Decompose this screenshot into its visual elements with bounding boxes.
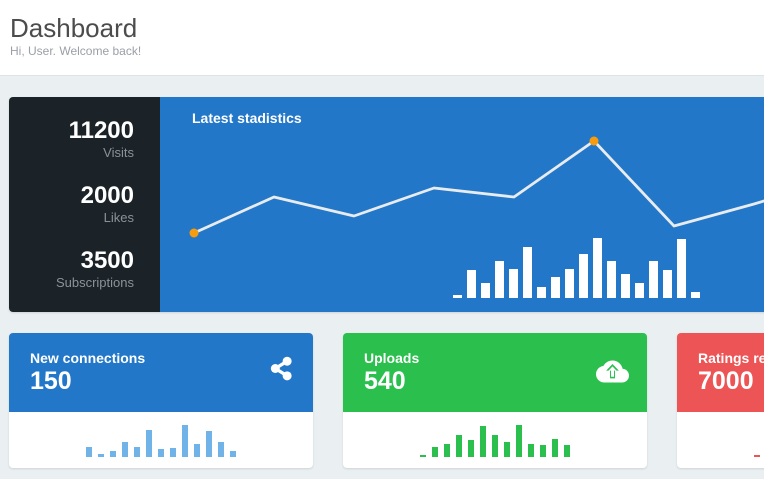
- uploads-mini-chart: [343, 412, 647, 468]
- bar: [579, 254, 588, 298]
- line-point-highlight: [589, 136, 599, 146]
- bar: [170, 448, 176, 457]
- card-value: 150: [30, 367, 72, 395]
- stats-bar-chart: [453, 238, 700, 298]
- visits-label: Visits: [103, 145, 134, 160]
- bar: [537, 287, 546, 298]
- card-title: Uploads: [364, 350, 420, 366]
- stat-likes: 2000 Likes: [9, 183, 134, 226]
- page-title: Dashboard: [10, 13, 138, 43]
- bar: [480, 426, 486, 457]
- bar: [122, 442, 128, 457]
- card-value: 540: [364, 367, 406, 395]
- bar: [492, 435, 498, 457]
- bar: [495, 261, 504, 298]
- bar: [621, 274, 630, 298]
- card-ratings: Ratings received 7000: [677, 333, 764, 468]
- new-connections-mini-chart: [9, 412, 313, 468]
- bar: [98, 454, 104, 457]
- bar: [540, 445, 546, 457]
- statistics-panel: 11200 Visits 2000 Likes 3500 Subscriptio…: [9, 97, 764, 312]
- bar: [551, 277, 560, 298]
- line-point-highlight: [189, 228, 199, 238]
- bar: [194, 444, 200, 457]
- line-series: [193, 139, 764, 235]
- card-new-connections: New connections 150: [9, 333, 313, 468]
- bar: [564, 445, 570, 457]
- bar: [467, 270, 476, 298]
- bar: [146, 430, 152, 457]
- cloud-upload-icon: [596, 355, 629, 393]
- stat-cards-row: New connections 150: [9, 333, 764, 468]
- card-value: 7000: [698, 367, 754, 395]
- bar: [528, 444, 534, 457]
- bar: [691, 292, 700, 298]
- likes-value: 2000: [80, 182, 134, 209]
- card-new-connections-header: New connections 150: [9, 333, 313, 412]
- visits-value: 11200: [68, 117, 134, 144]
- share-icon: [268, 355, 295, 387]
- stat-subscriptions: 3500 Subscriptions: [9, 248, 134, 291]
- bar: [663, 270, 672, 298]
- bar: [516, 425, 522, 457]
- subscriptions-label: Subscriptions: [55, 275, 134, 290]
- bar: [481, 283, 490, 298]
- dashboard-content: 11200 Visits 2000 Likes 3500 Subscriptio…: [0, 76, 764, 468]
- bar: [420, 455, 426, 457]
- subscriptions-value: 3500: [80, 247, 134, 274]
- bar: [607, 261, 616, 298]
- bar: [182, 425, 188, 457]
- bar: [86, 447, 92, 457]
- bar: [110, 451, 116, 457]
- card-title: Ratings received: [698, 350, 764, 366]
- bar: [206, 431, 212, 457]
- bar: [453, 295, 462, 298]
- bar: [504, 442, 510, 457]
- bar: [635, 283, 644, 298]
- card-ratings-header: Ratings received 7000: [677, 333, 764, 412]
- bar: [134, 447, 140, 457]
- statistics-chart-area: Latest stadistics: [160, 97, 764, 312]
- stats-line-chart: [189, 136, 764, 238]
- welcome-message: Hi, User. Welcome back!: [10, 44, 142, 58]
- bar: [509, 269, 518, 298]
- card-uploads-header: Uploads 540: [343, 333, 647, 412]
- bar: [432, 447, 438, 457]
- bar: [565, 269, 574, 298]
- page-header: Dashboard Hi, User. Welcome back!: [0, 0, 764, 76]
- bar: [552, 439, 558, 457]
- likes-label: Likes: [103, 210, 134, 225]
- bar: [218, 442, 224, 457]
- stats-summary: 11200 Visits 2000 Likes 3500 Subscriptio…: [9, 97, 160, 312]
- bar: [754, 455, 760, 457]
- ratings-mini-chart: [677, 412, 764, 468]
- bar: [158, 449, 164, 457]
- bar: [456, 435, 462, 457]
- card-uploads: Uploads 540: [343, 333, 647, 468]
- bar: [523, 247, 532, 298]
- bar: [593, 238, 602, 298]
- bar: [444, 444, 450, 457]
- chart-title: Latest stadistics: [192, 110, 302, 126]
- stat-visits: 11200 Visits: [9, 118, 134, 161]
- bar: [649, 261, 658, 298]
- bar: [468, 440, 474, 457]
- bar: [677, 239, 686, 298]
- bar: [230, 451, 236, 457]
- card-title: New connections: [30, 350, 146, 366]
